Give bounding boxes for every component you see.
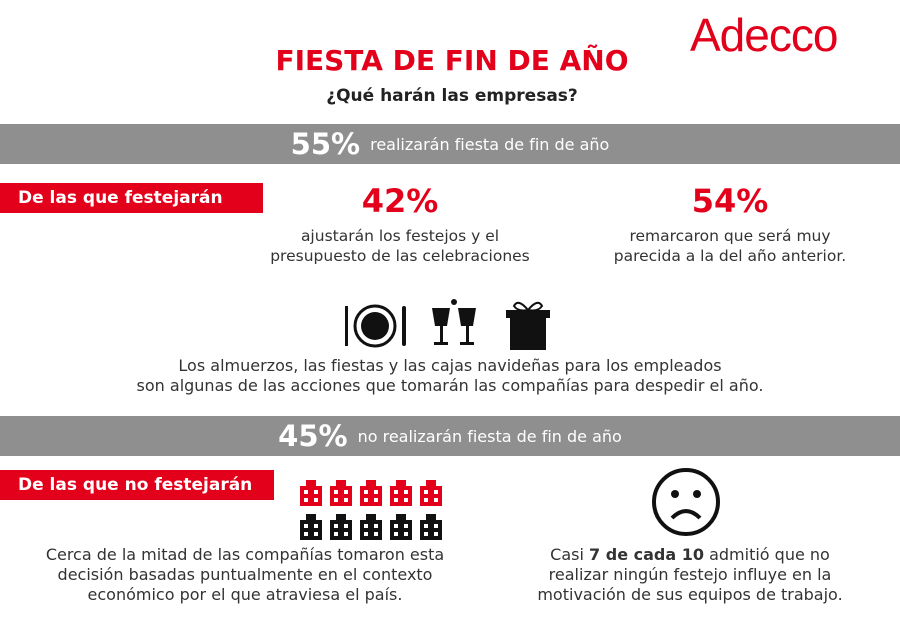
line: realizar ningún festejo influye en la — [548, 565, 832, 584]
band-text: realizarán fiesta de fin de año — [370, 134, 610, 154]
text: admitió que no — [709, 545, 830, 564]
note: Los almuerzos, las fiestas y las cajas n… — [100, 356, 800, 396]
subtitle: ¿Qué harán las empresas? — [326, 86, 578, 106]
tag: De las que no festejarán — [0, 470, 274, 500]
note-left: Cerca de la mitad de las compañías tomar… — [45, 545, 445, 605]
line: parecida a la del año anterior. — [613, 247, 847, 265]
buildings-icon — [300, 480, 442, 540]
plate-icon — [345, 304, 406, 348]
logo: Adecco — [690, 9, 838, 61]
title: FIESTA DE FIN DE AÑO — [275, 44, 629, 77]
line: motivación de sus equipos de trabajo. — [537, 585, 843, 604]
note-right: Casi 7 de cada 10 admitió que no realiza… — [500, 545, 880, 605]
percent: 45% — [278, 419, 348, 453]
icons — [345, 299, 550, 350]
line: decisión basadas puntualmente en el cont… — [57, 565, 433, 584]
gift-icon — [506, 301, 550, 350]
line: remarcaron que será muy — [629, 227, 831, 245]
band-text: no realizarán fiesta de fin de año — [357, 426, 622, 446]
percent: 55% — [290, 127, 361, 161]
band-no: 45% no realizarán fiesta de fin de año — [0, 416, 900, 456]
toast-icon — [432, 299, 476, 345]
line: Cerca de la mitad de las compañías tomar… — [45, 545, 445, 564]
line: ajustarán los festejos y el — [300, 227, 500, 245]
stat-value: 54% — [691, 182, 769, 220]
stat-text: ajustarán los festejos y el presupuesto … — [240, 226, 560, 266]
stat-text: remarcaron que será muy parecida a la de… — [570, 226, 890, 266]
sad-face-icon — [652, 468, 720, 536]
band-yes: 55% realizarán fiesta de fin de año — [0, 124, 900, 164]
line: económico por el que atraviesa el país. — [87, 585, 403, 604]
text: Casi — [550, 545, 584, 564]
tag: De las que festejarán — [0, 183, 263, 213]
line: Los almuerzos, las fiestas y las cajas n… — [178, 356, 722, 375]
line: son algunas de las acciones que tomarán … — [136, 376, 764, 395]
highlight: 7 de cada 10 — [589, 545, 704, 564]
line: presupuesto de las celebraciones — [270, 247, 530, 265]
line: Casi 7 de cada 10 admitió que no — [500, 545, 880, 565]
stat-value: 42% — [361, 182, 439, 220]
